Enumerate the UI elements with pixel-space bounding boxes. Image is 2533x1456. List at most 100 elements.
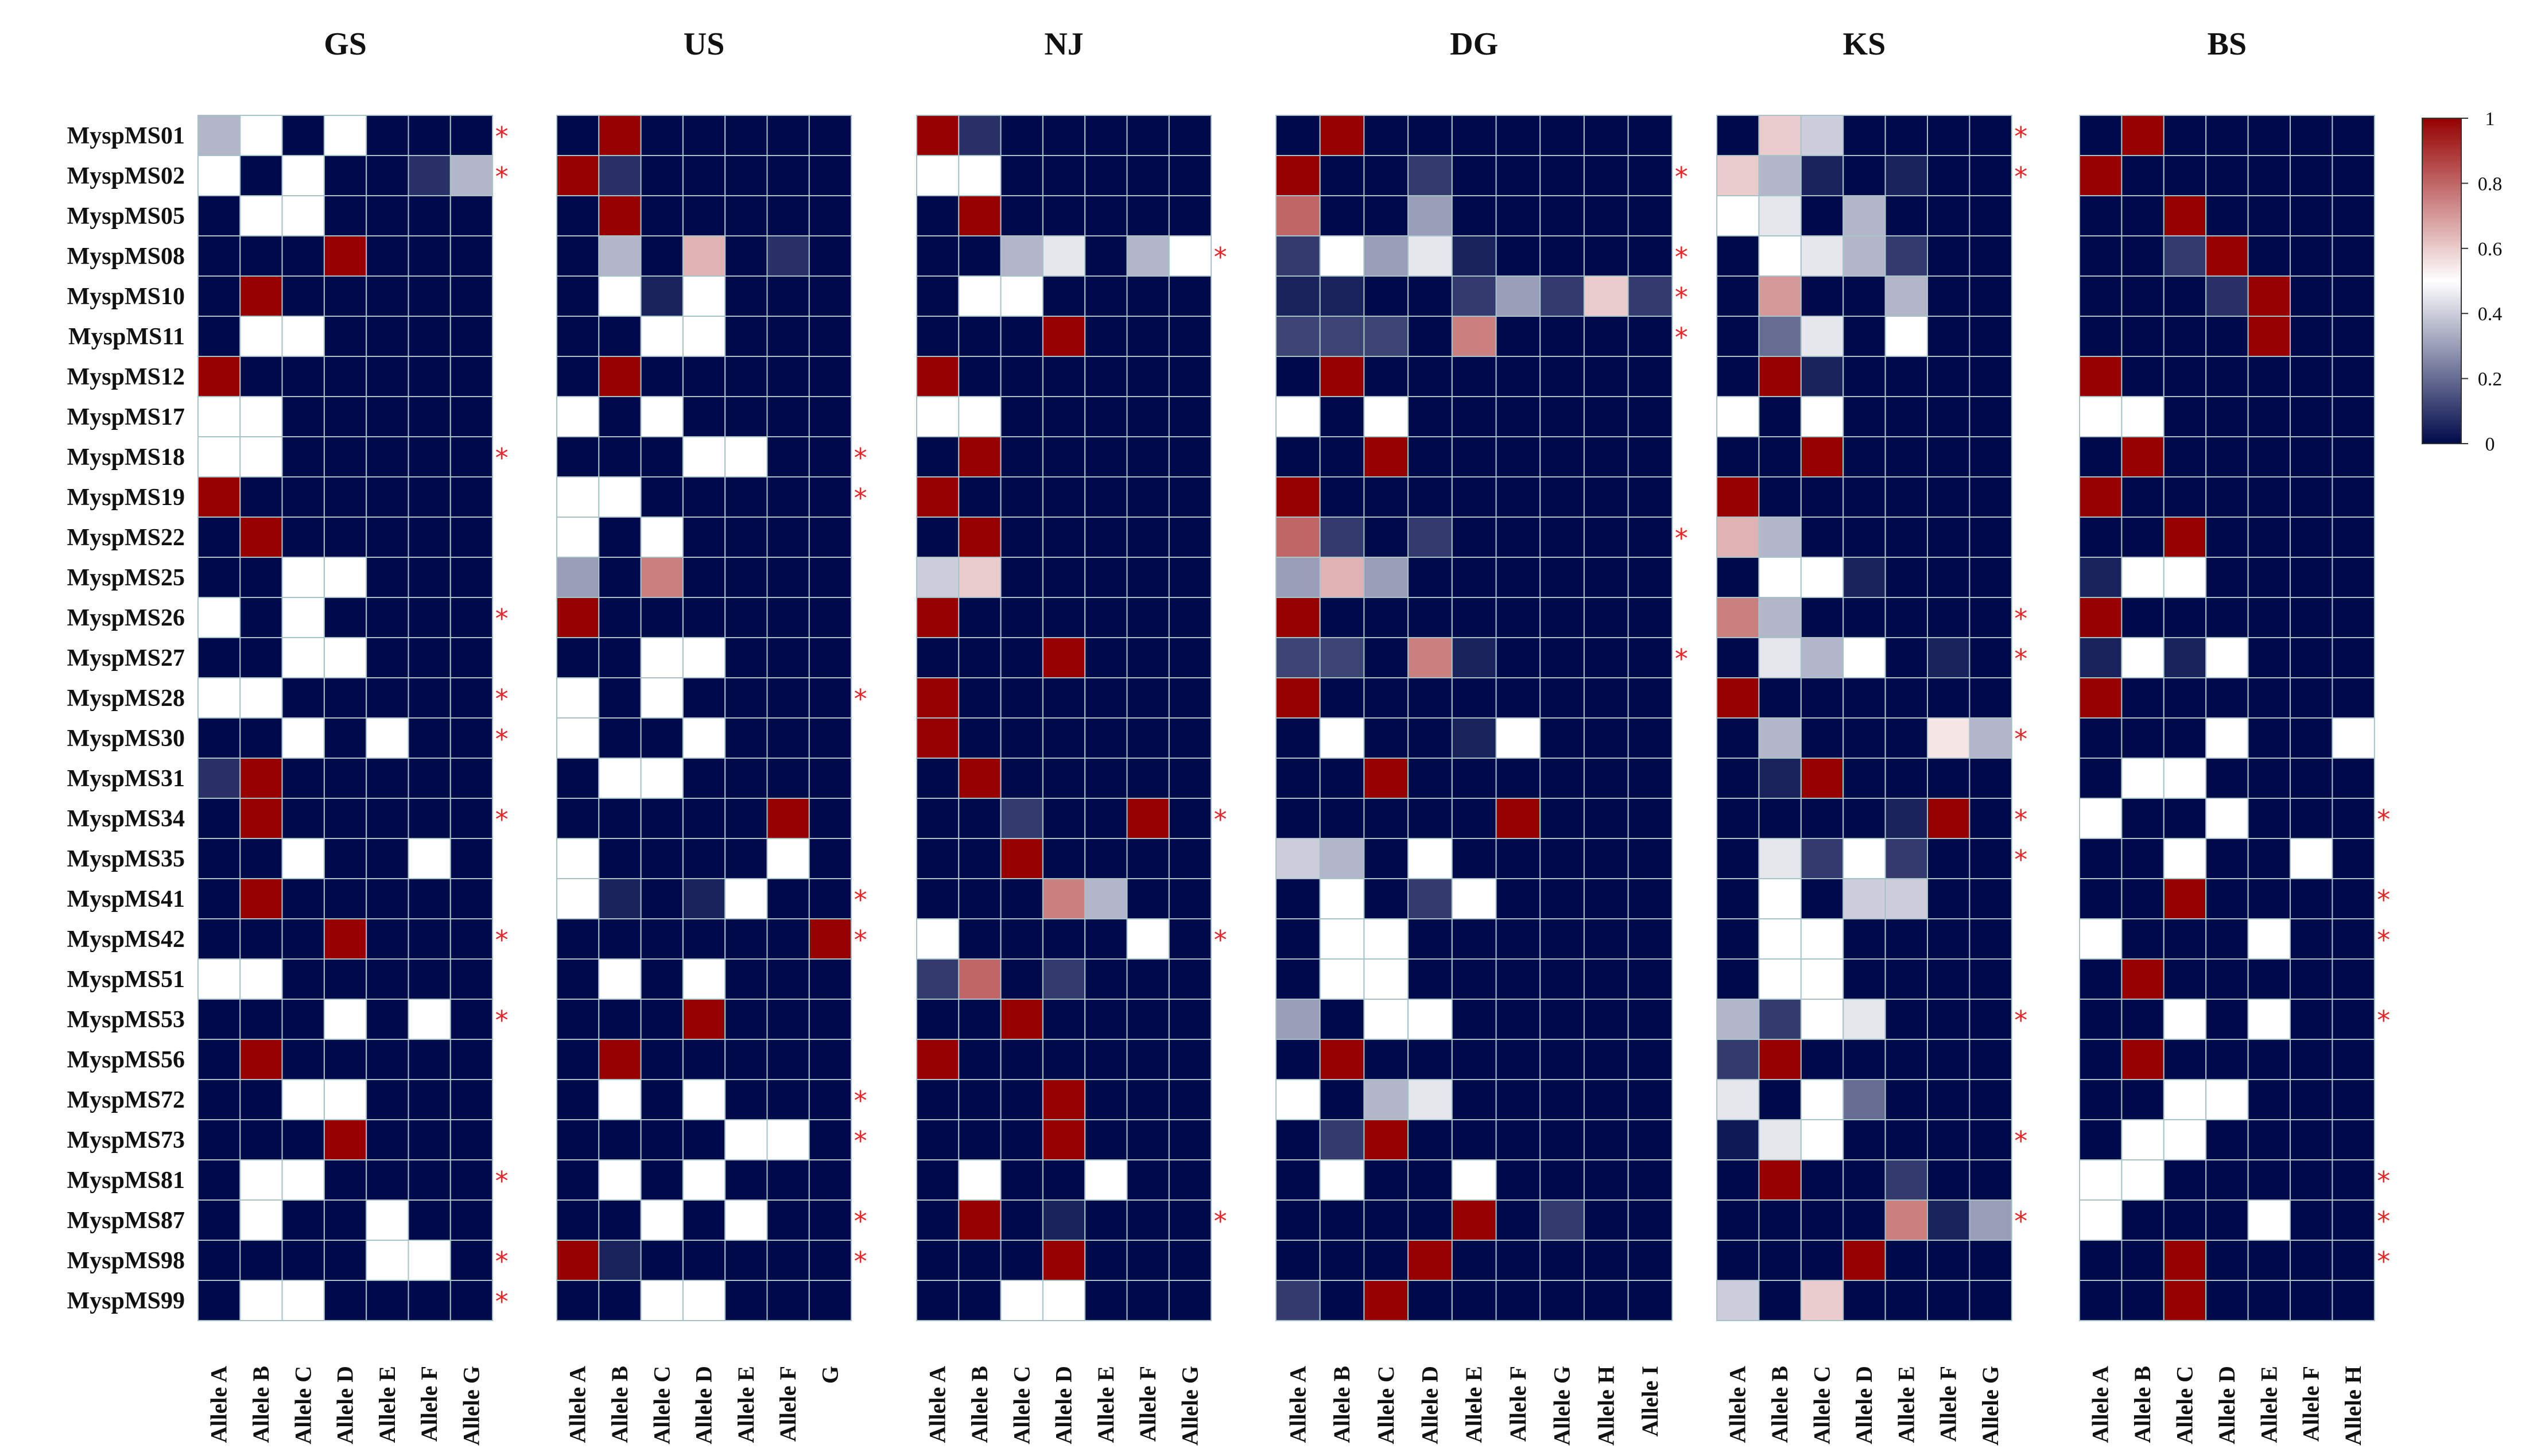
heatmap-cell: [1084, 798, 1128, 839]
significance-star: *: [2377, 884, 2390, 915]
heatmap-cell: [1627, 758, 1673, 799]
heatmap-cell: [2121, 476, 2165, 518]
heatmap-cell: [1716, 1039, 1760, 1080]
heatmap-cell: [1969, 637, 2012, 678]
heatmap-cell: [1927, 1240, 1970, 1281]
heatmap-cell: [1969, 1240, 2012, 1281]
heatmap-cell: [1583, 1199, 1629, 1241]
heatmap-cell: [449, 1039, 494, 1080]
heatmap-cell: [1884, 396, 1929, 437]
heatmap-cell: [2332, 235, 2375, 277]
heatmap-cell: [1842, 235, 1886, 277]
heatmap-cell: [1927, 758, 1970, 799]
heatmap-cell: [640, 396, 684, 437]
heatmap-cell: [1800, 677, 1844, 719]
row-label: MyspMS22: [67, 525, 185, 551]
heatmap-cell: [239, 677, 283, 719]
heatmap-cell: [1800, 717, 1844, 759]
heatmap-cell: [682, 396, 726, 437]
heatmap-cell: [766, 1280, 810, 1321]
significance-star: *: [854, 442, 867, 473]
heatmap-cell: [2332, 316, 2375, 357]
heatmap-cell: [766, 1199, 810, 1241]
heatmap-cell: [958, 1159, 1002, 1201]
heatmap-cell: [2079, 115, 2123, 156]
heatmap-cell: [640, 1199, 684, 1241]
heatmap-cell: [1126, 1119, 1170, 1160]
heatmap-cell: [1407, 1199, 1453, 1241]
row-label: MyspMS11: [68, 324, 185, 350]
heatmap-cell: [408, 597, 451, 638]
heatmap-cell: [2121, 1119, 2165, 1160]
heatmap-cell: [1716, 476, 1760, 518]
heatmap-cell: [1927, 316, 1970, 357]
heatmap-cell: [958, 637, 1002, 678]
heatmap-cell: [1451, 717, 1497, 759]
heatmap-cell: [1627, 1119, 1673, 1160]
heatmap-cell: [556, 235, 600, 277]
column-label: Allele A: [1725, 1366, 1751, 1443]
heatmap-cell: [640, 999, 684, 1040]
heatmap-cell: [366, 1119, 409, 1160]
heatmap-cell: [916, 316, 960, 357]
heatmap-cell: [1084, 557, 1128, 598]
heatmap-cell: [1084, 1039, 1128, 1080]
heatmap-cell: [724, 1280, 768, 1321]
heatmap-cell: [1042, 1159, 1086, 1201]
heatmap-cell: [1716, 758, 1760, 799]
heatmap-cell: [640, 235, 684, 277]
row-label: MyspMS51: [67, 966, 185, 993]
heatmap-cell: [556, 958, 600, 1000]
heatmap-cell: [1275, 1119, 1321, 1160]
heatmap-cell: [2247, 195, 2291, 236]
heatmap-cell: [682, 958, 726, 1000]
heatmap-cell: [1969, 1039, 2012, 1080]
heatmap-cell: [1275, 958, 1321, 1000]
heatmap-cell: [2290, 1079, 2333, 1120]
heatmap-cell: [640, 1240, 684, 1281]
heatmap-cell: [724, 918, 768, 960]
heatmap-cell: [1319, 758, 1365, 799]
heatmap-cell: [1539, 1280, 1585, 1321]
heatmap-cell: [2121, 597, 2165, 638]
heatmap-cell: [366, 115, 409, 156]
heatmap-cell: [239, 918, 283, 960]
column-label: Allele E: [2256, 1366, 2282, 1443]
significance-star: *: [2377, 925, 2390, 956]
heatmap-cell: [449, 557, 494, 598]
colorbar-tick-label: 1: [2485, 108, 2495, 130]
heatmap-cell: [1407, 958, 1453, 1000]
heatmap-cell: [2290, 1039, 2333, 1080]
heatmap-cell: [766, 838, 810, 879]
heatmap-cell: [1495, 758, 1541, 799]
heatmap-cell: [1126, 918, 1170, 960]
significance-star: *: [2377, 804, 2390, 835]
heatmap-cell: [1042, 717, 1086, 759]
heatmap-cell: [1842, 1199, 1886, 1241]
heatmap-cell: [239, 115, 283, 156]
heatmap-cell: [1451, 396, 1497, 437]
heatmap-cell: [1716, 396, 1760, 437]
significance-star: *: [495, 1005, 509, 1036]
heatmap-cell: [598, 958, 642, 1000]
heatmap-cell: [1042, 195, 1086, 236]
heatmap-cell: [2079, 1280, 2123, 1321]
panel-title: DG: [1450, 26, 1498, 62]
heatmap-cell: [197, 235, 241, 277]
heatmap-cell: [1126, 557, 1170, 598]
heatmap-cell: [2121, 1240, 2165, 1281]
heatmap-cell: [2332, 517, 2375, 558]
heatmap-cell: [1539, 356, 1585, 397]
heatmap-cell: [766, 677, 810, 719]
heatmap-cell: [1000, 1079, 1044, 1120]
heatmap-cell: [598, 637, 642, 678]
heatmap-cell: [1884, 878, 1929, 919]
heatmap-cell: [556, 1199, 600, 1241]
heatmap-cell: [197, 1240, 241, 1281]
heatmap-cell: [766, 999, 810, 1040]
heatmap-cell: [556, 758, 600, 799]
heatmap-cell: [1969, 798, 2012, 839]
heatmap-cell: [1407, 1159, 1453, 1201]
column-label: Allele D: [1417, 1366, 1442, 1445]
heatmap-cell: [1884, 1240, 1929, 1281]
